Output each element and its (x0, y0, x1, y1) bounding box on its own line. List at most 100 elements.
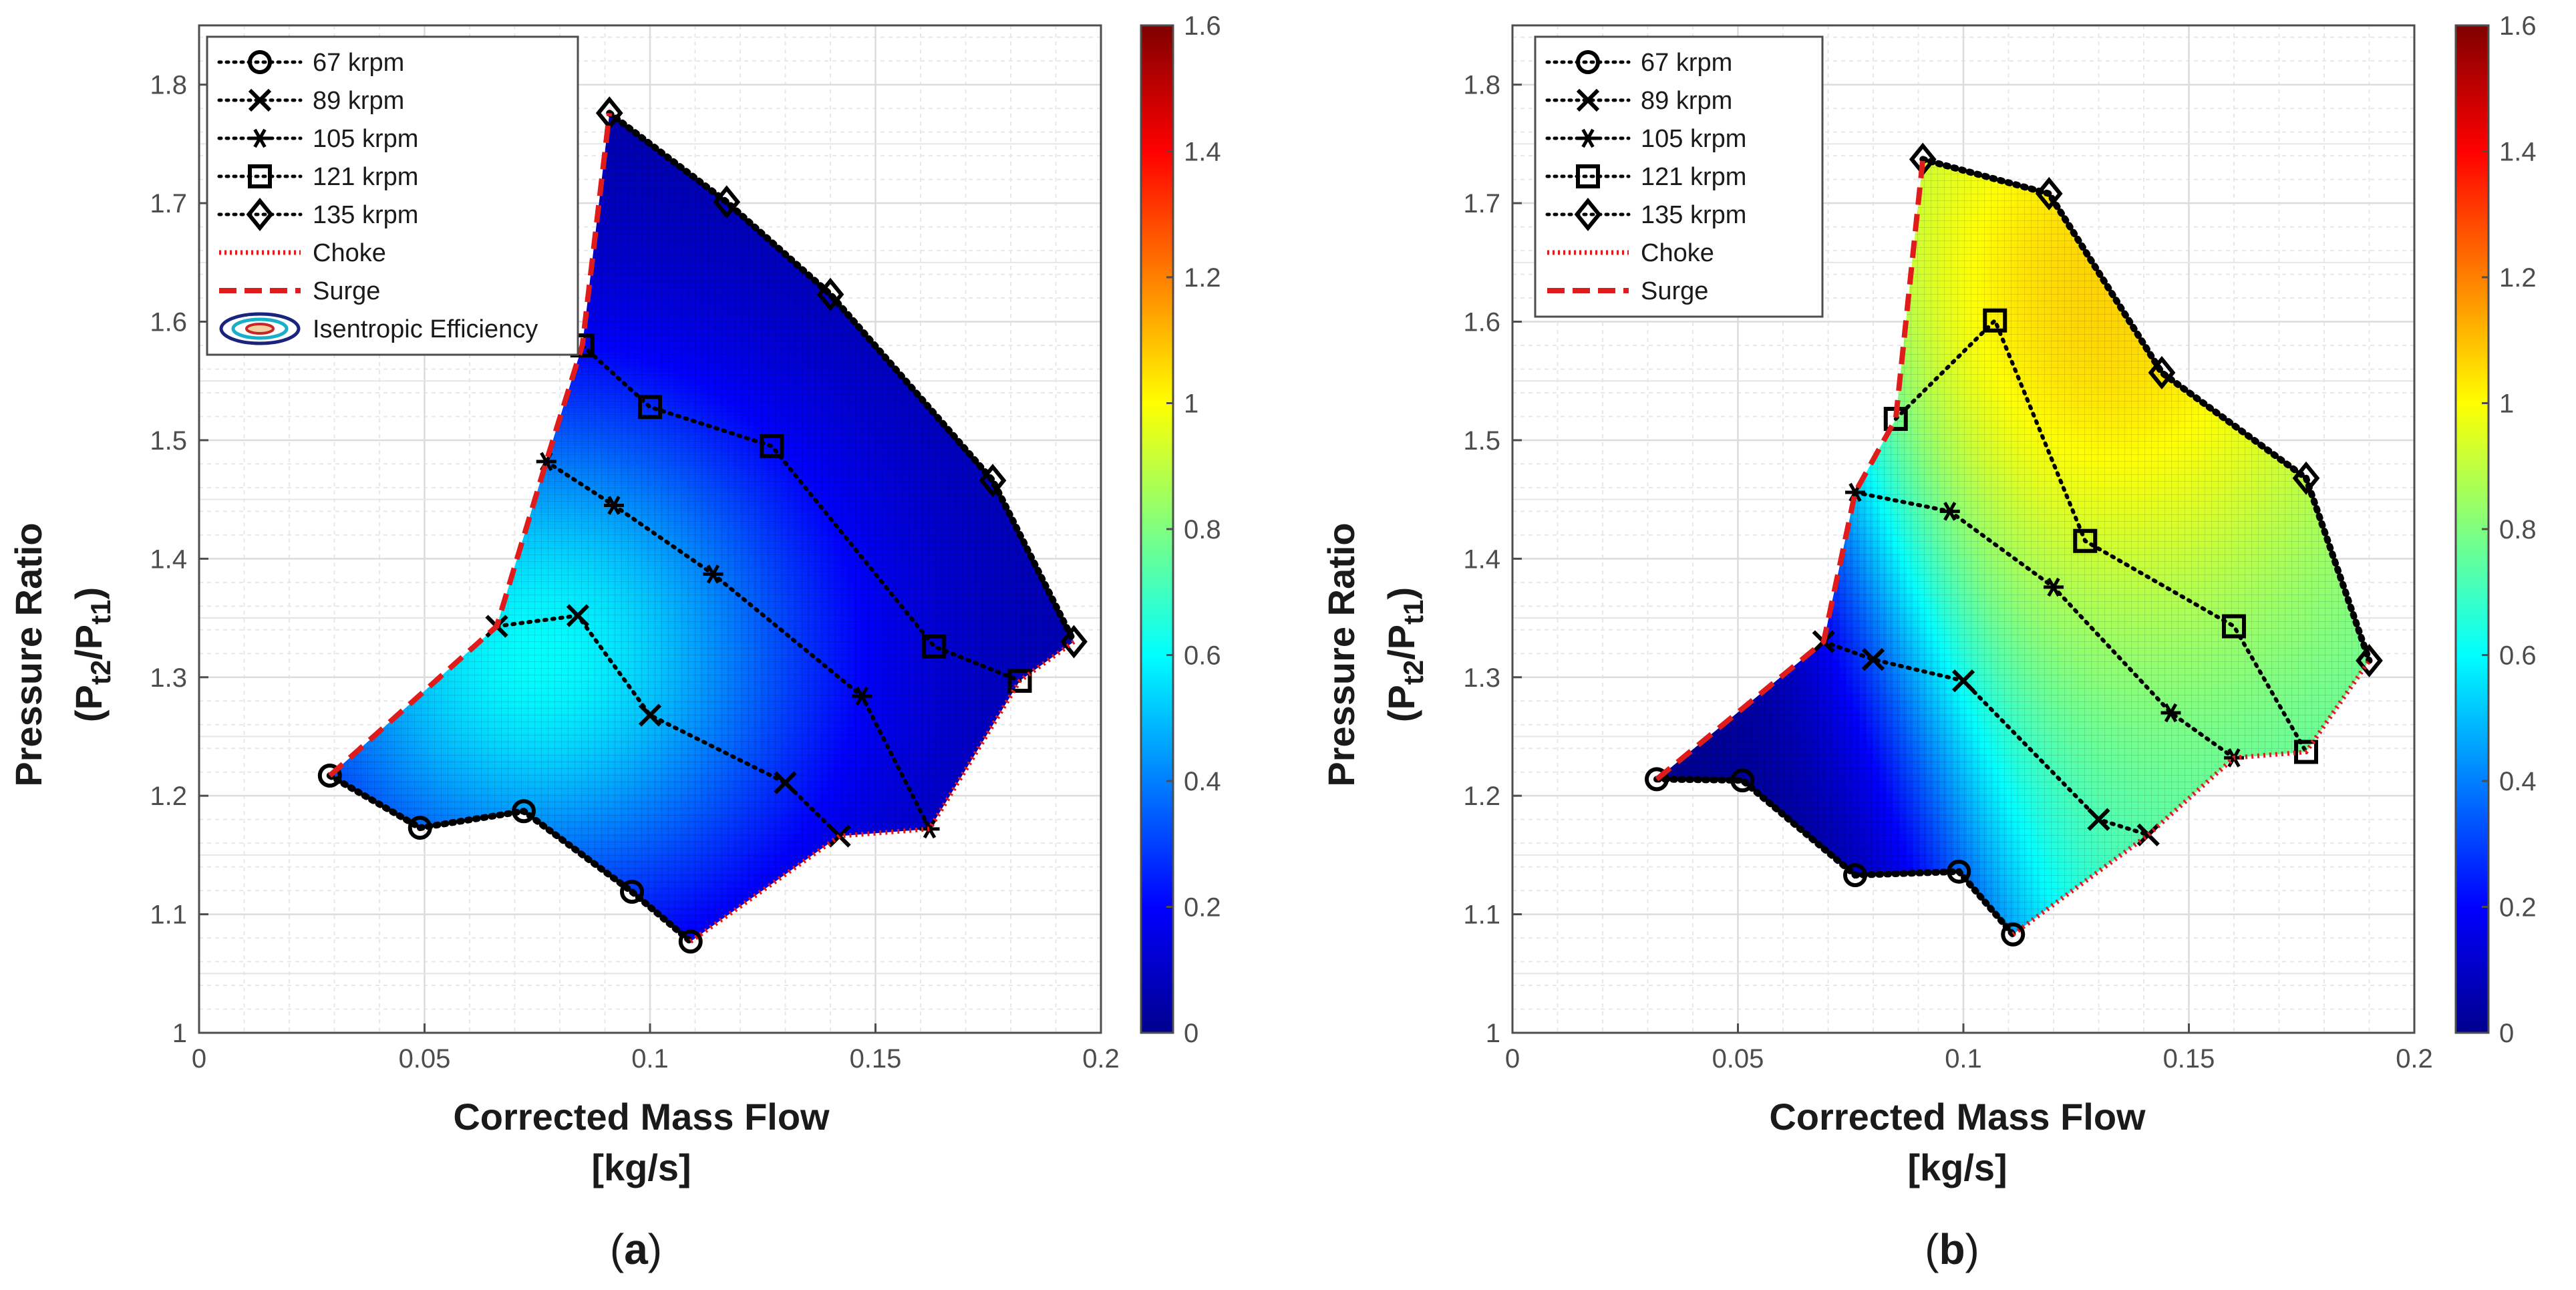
colorbar-tick-label: 0.2 (2499, 893, 2537, 923)
colorbar-tick-label: 1.4 (2499, 138, 2537, 167)
marker-circle (317, 764, 342, 788)
y-axis-label-line1: Pressure Ratio (7, 522, 49, 786)
legend-entry: Isentropic Efficiency (219, 312, 538, 345)
marker-circle (678, 929, 703, 954)
marker-diamond (2356, 643, 2383, 677)
marker-diamond (713, 185, 741, 219)
legend-label: 89 krpm (1641, 87, 1732, 115)
x-axis-label-line1: Corrected Mass Flow (1769, 1096, 2146, 1138)
marker-square (248, 164, 272, 188)
legend-box (206, 35, 579, 356)
marker-circle (620, 879, 644, 904)
marker-x (1951, 669, 1975, 693)
line-path (326, 772, 694, 945)
legend-entry: Surge (219, 277, 380, 305)
marker-circle (2001, 922, 2026, 947)
marker-square (1983, 308, 2007, 333)
line-path (1919, 156, 2373, 664)
marker-asterisk (923, 819, 937, 839)
speed-line-67-krpm (317, 764, 703, 954)
y-tick-label: 1.5 (150, 426, 187, 456)
marker-square (2073, 528, 2098, 553)
marker-asterisk (2164, 703, 2178, 723)
marker-asterisk (1581, 128, 1595, 148)
speed-line-135-krpm (1909, 142, 2383, 677)
marker-circle (1730, 768, 1755, 793)
colorbar-tick-label: 1.6 (2499, 11, 2537, 41)
choke-line (2011, 659, 2372, 937)
contour-swatch (245, 323, 275, 335)
y-tick-label: 1.2 (150, 782, 187, 811)
marker-x (2087, 808, 2110, 831)
line-path (494, 613, 842, 838)
marker-asterisk (2047, 577, 2060, 597)
panel-caption: (a) (610, 1225, 662, 1273)
colorbar-tick-label: 0.4 (1184, 767, 1221, 796)
y-tick-labels: 1 1.1 1.2 1.3 1.4 1.5 1.6 1.7 1.8 (150, 71, 187, 1048)
marker-x (2136, 823, 2160, 846)
colorbar-tick-label: 0 (2499, 1019, 2514, 1048)
panel-caption: (b) (1925, 1225, 1979, 1273)
panel-a: 0 0.05 0.1 0.15 0.2 1 1.1 1.2 1.3 1.4 1.5 1.6 1.7 1.… (7, 11, 1221, 1273)
legend: 67 krpm 89 krpm 105 krpm 121 krpm 135 krpm Ch… (206, 35, 579, 356)
legend-entry: 121 krpm (1545, 163, 1746, 191)
speed-line-121-krpm (1883, 308, 2318, 764)
y-tick-label: 1.3 (1463, 663, 1500, 693)
marker-asterisk (1943, 502, 1957, 521)
marker-circle (1576, 50, 1600, 74)
marker-diamond (246, 198, 274, 231)
marker-asterisk (253, 128, 267, 148)
legend-entry: 135 krpm (217, 198, 418, 231)
legend-entry: Choke (1547, 239, 1714, 267)
surge-line (1655, 159, 1926, 782)
colorbar-tick-label: 1.2 (2499, 263, 2537, 293)
x-tick-label: 0 (192, 1044, 206, 1074)
contour-swatch (231, 317, 289, 340)
x-tick-label: 0.2 (2396, 1044, 2433, 1074)
y-tick-label: 1.4 (150, 544, 187, 574)
line-path (606, 110, 1078, 645)
legend-entry: 105 krpm (217, 125, 418, 153)
legend-label: Choke (313, 239, 386, 267)
y-axis-label-line2: (Pt2/Pt1) (67, 587, 116, 722)
y-tick-label: 1.1 (1463, 901, 1500, 930)
marker-x (248, 88, 272, 112)
marker-asterisk (607, 496, 621, 515)
y-tick-label: 1.5 (1463, 426, 1500, 456)
y-tick-label: 1.7 (1463, 189, 1500, 218)
legend: 67 krpm 89 krpm 105 krpm 121 krpm 135 krpm Ch… (1534, 35, 1824, 318)
colorbar-tick-label: 1 (2499, 389, 2514, 419)
x-tick-label: 0.05 (399, 1044, 451, 1074)
x-tick-label: 0.15 (850, 1044, 902, 1074)
legend-label: 135 krpm (1641, 201, 1746, 229)
y-tick-label: 1.4 (1463, 544, 1500, 574)
y-tick-label: 1.6 (1463, 308, 1500, 337)
colorbar-tick-label: 1 (1184, 389, 1198, 419)
legend-label: 67 krpm (1641, 49, 1732, 77)
y-tick-label: 1.2 (1463, 782, 1500, 811)
legend-entry: 105 krpm (1545, 125, 1746, 153)
legend-label: 67 krpm (313, 49, 404, 77)
marker-circle (1645, 767, 1669, 792)
marker-diamond (979, 464, 1007, 498)
marker-x (828, 824, 851, 848)
marker-square (1007, 669, 1032, 693)
y-tick-label: 1.3 (150, 663, 187, 693)
colorbar: 0 0.2 0.4 0.6 0.8 1 1.2 1.4 1.6 (2454, 11, 2537, 1048)
legend-label: 89 krpm (313, 87, 404, 115)
y-tick-label: 1.8 (150, 71, 187, 100)
x-tick-label: 0.1 (631, 1044, 669, 1074)
colorbar-tick-label: 1.4 (1184, 138, 1221, 167)
legend-entry: 89 krpm (1545, 87, 1732, 115)
marker-asterisk (855, 686, 868, 706)
colorbar-tick-label: 0.4 (2499, 767, 2537, 796)
y-tick-label: 1 (1486, 1019, 1500, 1048)
marker-square (2222, 614, 2246, 639)
y-tick-label: 1.6 (150, 308, 187, 337)
colorbar-tick-label: 1.6 (1184, 11, 1221, 41)
marker-square (760, 434, 784, 458)
x-tick-label: 0.1 (1945, 1044, 1982, 1074)
speed-line-105-krpm (1845, 482, 2244, 768)
legend-entry: Choke (219, 239, 386, 267)
